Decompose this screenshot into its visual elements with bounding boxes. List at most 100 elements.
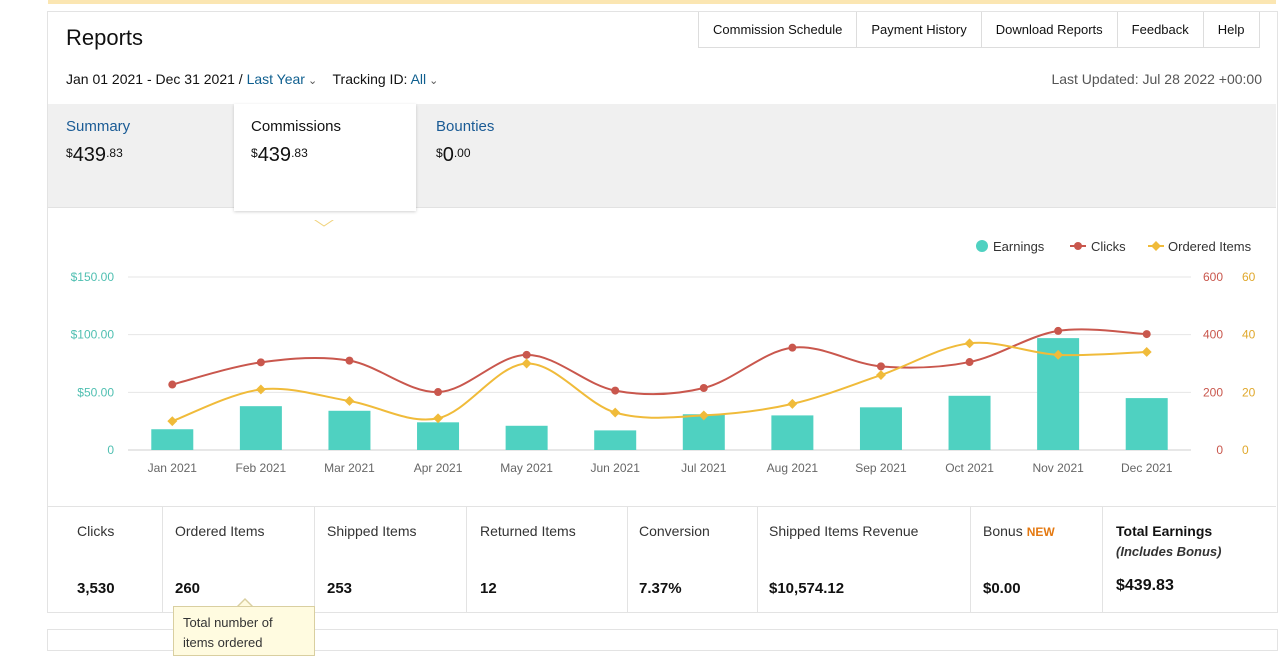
notice-strip bbox=[48, 0, 1276, 4]
legend-earnings-label[interactable]: Earnings bbox=[993, 239, 1045, 254]
stat-label: Clicks bbox=[77, 523, 115, 539]
earnings-bar[interactable] bbox=[417, 422, 460, 450]
x-tick-label: May 2021 bbox=[500, 461, 553, 475]
earnings-bar[interactable] bbox=[239, 406, 282, 450]
stat-ordered-items[interactable]: Ordered Items 260 bbox=[162, 507, 315, 612]
ordered-items-point[interactable] bbox=[964, 338, 975, 349]
tab-summary-label: Summary bbox=[66, 118, 131, 135]
stat-sublabel: (Includes Bonus) bbox=[1116, 544, 1222, 559]
ordered-items-point[interactable] bbox=[255, 384, 266, 395]
stat-shipped-items: Shipped Items 253 bbox=[314, 507, 467, 612]
clicks-point[interactable] bbox=[256, 358, 265, 367]
earnings-bar[interactable] bbox=[505, 425, 548, 450]
ordered-items-point[interactable] bbox=[698, 410, 709, 421]
ordered-items-point[interactable] bbox=[521, 358, 532, 369]
earnings-bar[interactable] bbox=[948, 395, 991, 450]
tab-bounties[interactable]: Bounties $0.00 bbox=[436, 118, 494, 167]
chevron-down-icon[interactable]: ⌄ bbox=[429, 75, 439, 87]
ordered-items-point[interactable] bbox=[610, 407, 621, 418]
y-right-items-tick-label: 0 bbox=[1242, 443, 1249, 457]
clicks-point[interactable] bbox=[345, 356, 354, 365]
stat-value: 12 bbox=[480, 580, 497, 597]
ordered-items-point[interactable] bbox=[876, 370, 886, 380]
x-tick-label: Mar 2021 bbox=[324, 461, 375, 475]
legend-clicks-icon[interactable] bbox=[1074, 242, 1082, 250]
x-tick-label: Jun 2021 bbox=[591, 461, 641, 475]
tracking-label: Tracking ID: bbox=[332, 71, 408, 87]
ordered-items-point[interactable] bbox=[1053, 349, 1064, 360]
stat-value: 7.37% bbox=[639, 580, 682, 597]
earnings-bar[interactable] bbox=[594, 430, 637, 450]
chart-legend: Earnings Clicks Ordered Items bbox=[976, 239, 1252, 254]
ordered-items-point[interactable] bbox=[167, 416, 178, 427]
download-reports-link[interactable]: Download Reports bbox=[982, 12, 1118, 47]
stat-label: Total Earnings bbox=[1116, 523, 1213, 539]
clicks-point[interactable] bbox=[611, 386, 620, 395]
earnings-bar[interactable] bbox=[151, 429, 194, 450]
ordered-items-point[interactable] bbox=[1141, 347, 1152, 357]
y-right-items-tick-label: 20 bbox=[1242, 385, 1256, 399]
y-left-tick-label: $50.00 bbox=[77, 385, 114, 399]
active-tab-pointer-icon bbox=[314, 220, 334, 227]
stat-label: Ordered Items bbox=[175, 523, 265, 539]
payment-history-link[interactable]: Payment History bbox=[857, 12, 982, 47]
page-title: Reports bbox=[66, 25, 144, 50]
tab-bounties-label: Bounties bbox=[436, 118, 495, 135]
x-tick-label: Apr 2021 bbox=[414, 461, 463, 475]
ordered-items-point[interactable] bbox=[787, 398, 798, 409]
tab-summary-value: $439.83 bbox=[66, 144, 123, 166]
legend-ordered-items-label[interactable]: Ordered Items bbox=[1168, 239, 1252, 254]
tracking-value[interactable]: All bbox=[410, 71, 427, 87]
chart-axes: 0 $50.00 $100.00 $150.00 0 200 400 600 0 20 40 60 Ja… bbox=[71, 270, 1256, 475]
tab-commissions[interactable]: Commissions $439.83 bbox=[234, 104, 416, 211]
clicks-point[interactable] bbox=[168, 380, 177, 389]
earnings-bar[interactable] bbox=[771, 415, 814, 450]
y-left-tick-label: $100.00 bbox=[71, 328, 115, 342]
legend-ordered-items-icon[interactable] bbox=[1151, 241, 1161, 251]
earnings-bar[interactable] bbox=[328, 410, 371, 450]
clicks-point[interactable] bbox=[965, 358, 974, 367]
earnings-bar[interactable] bbox=[1125, 398, 1168, 450]
legend-clicks-label[interactable]: Clicks bbox=[1091, 239, 1126, 254]
chevron-down-icon[interactable]: ⌄ bbox=[307, 75, 318, 87]
tab-summary[interactable]: Summary $439.83 bbox=[66, 118, 130, 167]
clicks-point[interactable] bbox=[1054, 326, 1063, 335]
stat-value: 253 bbox=[327, 580, 353, 597]
clicks-point[interactable] bbox=[699, 384, 708, 393]
report-filters: Jan 01 2021 - Dec 31 2021 / Last Year ⌄ T… bbox=[66, 71, 438, 87]
x-tick-label: Dec 2021 bbox=[1121, 461, 1173, 475]
commission-schedule-link[interactable]: Commission Schedule bbox=[699, 12, 858, 47]
period-dropdown[interactable]: Last Year ⌄ bbox=[247, 71, 322, 87]
stat-value: 3,530 bbox=[77, 580, 115, 597]
tracking-id-dropdown[interactable]: Tracking ID: All ⌄ bbox=[333, 71, 439, 87]
y-left-tick-label: $150.00 bbox=[71, 270, 115, 284]
stat-label: Returned Items bbox=[480, 523, 576, 539]
stat-value: $439.83 bbox=[1116, 577, 1174, 594]
x-tick-label: Nov 2021 bbox=[1032, 461, 1084, 475]
clicks-point[interactable] bbox=[522, 350, 531, 359]
stat-conversion: Conversion 7.37% bbox=[627, 507, 758, 612]
legend-earnings-icon[interactable] bbox=[976, 240, 988, 252]
chart-lines bbox=[167, 326, 1152, 427]
stat-label: Shipped Items bbox=[327, 523, 417, 539]
feedback-link[interactable]: Feedback bbox=[1118, 12, 1204, 47]
new-badge: NEW bbox=[1026, 525, 1055, 539]
earnings-chart: Earnings Clicks Ordered Items 0 $50.00 $100.… bbox=[71, 220, 1256, 475]
clicks-point[interactable] bbox=[876, 362, 885, 371]
clicks-point[interactable] bbox=[1142, 330, 1151, 339]
summary-tabs: Summary $439.83 Commissions $439.83 Boun… bbox=[48, 104, 1276, 211]
earnings-bar[interactable] bbox=[859, 407, 902, 450]
y-right-clicks-tick-label: 200 bbox=[1203, 385, 1223, 399]
help-link[interactable]: Help bbox=[1204, 12, 1260, 47]
stat-value: $10,574.12 bbox=[769, 580, 845, 597]
period-link[interactable]: Last Year bbox=[246, 71, 305, 87]
clicks-point[interactable] bbox=[434, 388, 443, 397]
clicks-point[interactable] bbox=[788, 343, 797, 352]
ordered-items-point[interactable] bbox=[344, 396, 355, 406]
tab-commissions-label: Commissions bbox=[251, 118, 342, 135]
chart-grid bbox=[128, 276, 1191, 451]
stat-clicks: Clicks 3,530 bbox=[48, 507, 163, 612]
tooltip-arrow-fill bbox=[237, 600, 253, 608]
stat-shipped-revenue: Shipped Items Revenue $10,574.12 bbox=[757, 507, 971, 612]
ordered-items-point[interactable] bbox=[433, 413, 443, 424]
